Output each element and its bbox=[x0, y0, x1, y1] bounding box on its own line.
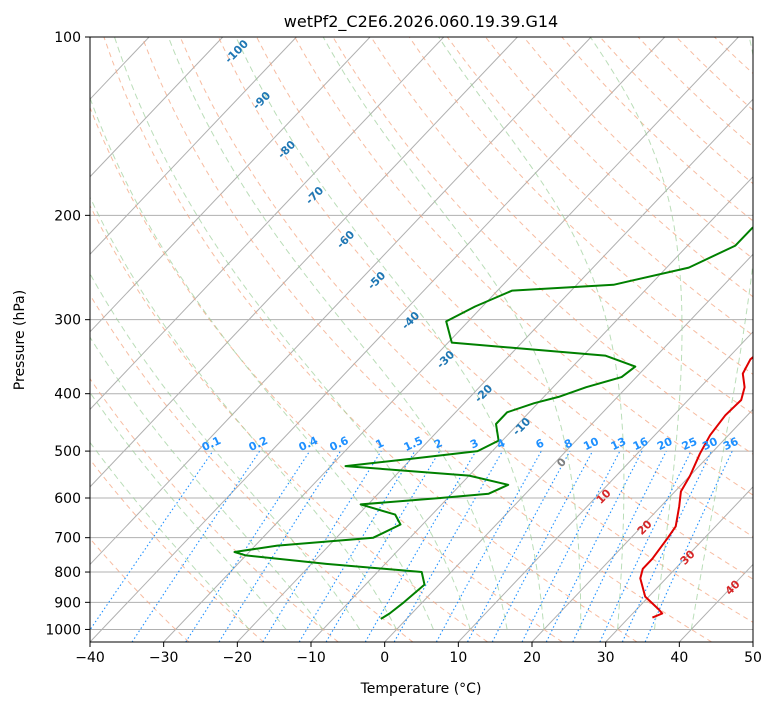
x-tick-label: 40 bbox=[670, 650, 688, 666]
y-tick-label: 1000 bbox=[45, 622, 81, 638]
chart-title: wetPf2_C2E6.2026.060.19.39.G14 bbox=[284, 12, 558, 32]
x-tick-label: −20 bbox=[223, 650, 253, 666]
x-tick-label: −30 bbox=[149, 650, 179, 666]
y-tick-label: 800 bbox=[54, 565, 81, 581]
x-tick-label: 0 bbox=[380, 650, 389, 666]
x-tick-label: 10 bbox=[449, 650, 467, 666]
y-tick-label: 300 bbox=[54, 313, 81, 329]
x-axis-label: Temperature (°C) bbox=[360, 681, 482, 697]
y-tick-label: 900 bbox=[54, 595, 81, 611]
y-tick-label: 200 bbox=[54, 208, 81, 224]
y-tick-label: 500 bbox=[54, 444, 81, 460]
x-tick-label: −40 bbox=[75, 650, 105, 666]
y-tick-label: 100 bbox=[54, 30, 81, 46]
y-tick-label: 600 bbox=[54, 491, 81, 507]
x-tick-label: −10 bbox=[296, 650, 326, 666]
y-tick-label: 700 bbox=[54, 531, 81, 547]
x-tick-label: 50 bbox=[744, 650, 762, 666]
y-tick-label: 400 bbox=[54, 387, 81, 403]
x-tick-label: 20 bbox=[523, 650, 541, 666]
y-axis-label: Pressure (hPa) bbox=[12, 290, 28, 390]
x-tick-label: 30 bbox=[597, 650, 615, 666]
